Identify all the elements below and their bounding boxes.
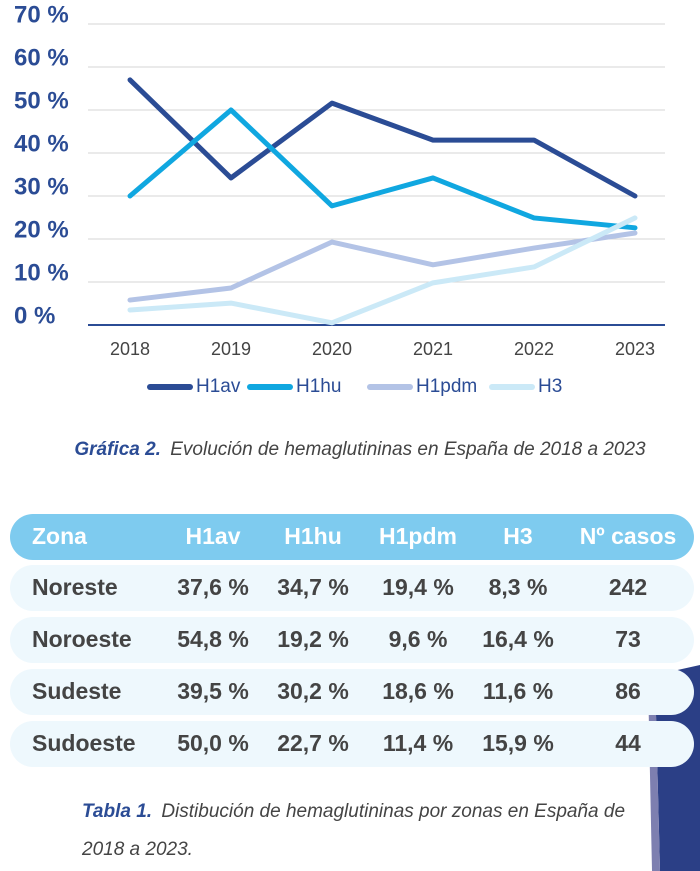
x-tick-label: 2022 [514,339,554,359]
table-cell: 37,6 % [177,574,249,600]
caption-text: Distibución de hemaglutininas por zonas … [161,801,625,822]
table-cell: Noroeste [32,626,132,652]
legend-label: H1hu [296,376,341,397]
table-cell: 11,6 % [483,678,553,704]
x-tick-label: 2019 [211,339,251,359]
legend-label: H3 [538,376,562,397]
table-header-cell: H1hu [284,523,342,549]
table-header-cell: Nº casos [580,523,677,549]
table-cell: 86 [615,678,641,704]
table-cell: 242 [609,574,647,600]
series-line [127,215,638,326]
y-tick-label: 50 % [14,87,69,114]
x-tick-label: 2023 [615,339,655,359]
chart-caption: Gráfica 2. Evolución de hemaglutininas e… [74,439,646,460]
series-line [127,230,638,303]
caption-label: Gráfica 2. [74,439,161,460]
legend-label: H1pdm [416,376,477,397]
table-cell: 50,0 % [177,730,249,756]
table-header-cell: H1pdm [379,523,457,549]
table-header-cell: Zona [32,523,87,549]
x-tick-label: 2021 [413,339,453,359]
y-tick-label: 10 % [14,259,69,286]
table-cell: 30,2 % [277,678,349,704]
table-cell: 22,7 % [277,730,349,756]
table-cell: 11,4 % [383,730,453,756]
table-row-bg [10,617,694,663]
table-cell: 39,5 % [177,678,249,704]
table-header-bg [10,514,694,560]
table-caption: Tabla 1. Distibución de hemaglutininas p… [82,801,625,822]
decoration [655,665,700,871]
x-tick-label: 2020 [312,339,352,359]
caption-text: Evolución de hemaglutininas en España de… [170,439,646,460]
table-cell: 54,8 % [177,626,249,652]
y-tick-label: 0 % [14,302,55,329]
table-cell: 19,4 % [382,574,454,600]
table-cell: 34,7 % [277,574,349,600]
caption-label: Tabla 1. [82,801,152,822]
series-line [127,77,638,199]
table-row-bg [10,669,694,715]
series-line [127,107,638,231]
table-cell: 18,6 % [382,678,454,704]
table-header-cell: H3 [503,523,532,549]
table-row-bg [10,721,694,767]
table-cell: 15,9 % [482,730,554,756]
table-cell: 73 [615,626,641,652]
table-row-bg [10,565,694,611]
table-header-cell: H1av [186,523,241,549]
y-tick-label: 20 % [14,216,69,243]
table-caption-line: 2018 a 2023. [81,839,193,860]
table-cell: 19,2 % [277,626,349,652]
y-tick-label: 70 % [14,1,69,28]
table-cell: Noreste [32,574,118,600]
table-cell: 9,6 % [389,626,448,652]
x-tick-label: 2018 [110,339,150,359]
table-cell: 16,4 % [482,626,554,652]
table-cell: 8,3 % [489,574,548,600]
table-cell: Sudeste [32,678,121,704]
y-tick-label: 60 % [14,44,69,71]
y-tick-label: 30 % [14,173,69,200]
y-tick-label: 40 % [14,130,69,157]
table-cell: 44 [615,730,641,756]
legend-label: H1av [196,376,241,397]
table-cell: Sudoeste [32,730,136,756]
